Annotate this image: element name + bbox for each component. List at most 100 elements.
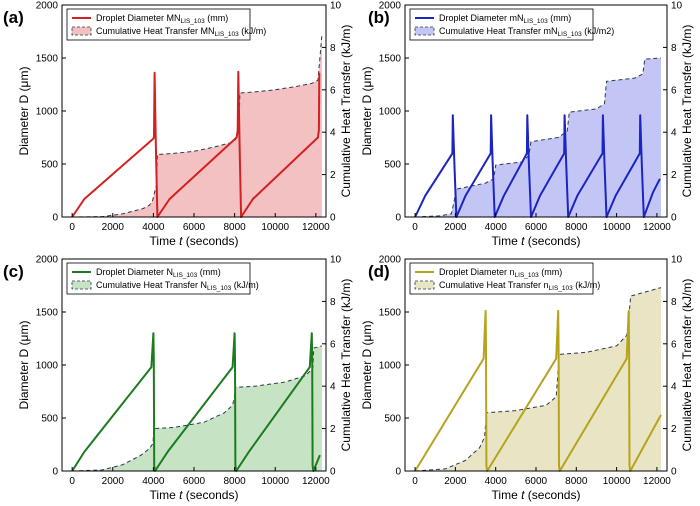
y-right-tick-label: 2: [330, 424, 336, 435]
x-tick-label: 12000: [302, 476, 330, 487]
legend-heat-suffix: (kJ/m): [239, 26, 267, 36]
y-left-tick-label: 2000: [36, 255, 59, 266]
y-right-axis-label: Cumulative Heat Transfer (kJ/m): [680, 279, 694, 452]
x-tick-label: 2000: [444, 476, 467, 487]
chart-panel-2: 0 2000 4000 6000 8000 10000 120000500100015002…: [360, 1, 694, 249]
chart-panel-3: 0 2000 4000 6000 8000 10000 120000500100015002…: [3, 255, 353, 503]
y-right-tick-label: 0: [330, 213, 336, 224]
x-axis-label-var: t: [179, 234, 183, 248]
y-right-tick-label: 6: [330, 85, 336, 96]
x-tick-label: 4000: [142, 222, 165, 233]
x-tick-label: 0: [412, 476, 418, 487]
y-left-tick-label: 1000: [379, 107, 402, 118]
x-tick-label: 2000: [102, 222, 125, 233]
x-tick-label: 10000: [261, 476, 289, 487]
y-right-tick-label: 4: [330, 382, 336, 393]
legend-box: [66, 8, 251, 41]
y-left-tick-label: 1500: [36, 308, 59, 319]
legend-diameter-suffix: (mm): [548, 13, 572, 23]
y-right-tick-label: 2: [671, 170, 677, 181]
legend-diameter-suffix: (mm): [205, 13, 229, 23]
y-left-axis-label: Diameter D (μm): [17, 321, 31, 410]
y-left-axis-label: Diameter D (μm): [360, 321, 374, 410]
x-axis-label-unit: (seconds): [182, 488, 238, 502]
legend-heat-prefix: Cumulative Heat Transfer N: [96, 280, 207, 290]
x-tick-label: 0: [412, 222, 418, 233]
legend-heat-sub: LIS_103: [558, 31, 583, 38]
x-axis-label-unit: (seconds): [524, 234, 580, 248]
panel-label: (d): [368, 262, 390, 281]
legend-diameter-sub: LIS_103: [173, 272, 198, 279]
y-left-tick-label: 2000: [36, 1, 59, 12]
x-axis-label-main: Time: [492, 234, 522, 248]
x-tick-label: 8000: [223, 476, 246, 487]
y-right-axis-label: Cumulative Heat Transfer (kJ/m): [680, 25, 694, 198]
legend-heat-label: Cumulative Heat Transfer nLIS_103 (kJ/m): [439, 280, 600, 292]
legend-diameter-suffix: (mm): [539, 267, 563, 277]
heat-transfer-area: [415, 58, 661, 217]
legend-heat-prefix: Cumulative Heat Transfer mN: [439, 26, 558, 36]
legend-heat-sub: LIS_103: [215, 31, 240, 38]
heat-transfer-area: [415, 287, 661, 471]
y-left-tick-label: 0: [52, 467, 58, 478]
x-tick-label: 12000: [643, 222, 671, 233]
x-tick-label: 12000: [643, 476, 671, 487]
legend-diameter-prefix: Droplet Diameter mN: [439, 13, 524, 23]
legend-box: [409, 8, 594, 41]
legend-heat-label: Cumulative Heat Transfer MNLIS_103 (kJ/m…: [96, 26, 266, 38]
x-tick-label: 4000: [485, 222, 508, 233]
legend-heat-label: Cumulative Heat Transfer NLIS_103 (kJ/m): [96, 280, 259, 292]
y-right-axis-label: Cumulative Heat Transfer (kJ/m): [339, 25, 353, 198]
legend-heat-suffix: (kJ/m): [573, 280, 601, 290]
y-left-tick-label: 1500: [379, 54, 402, 65]
y-left-tick-label: 500: [41, 160, 58, 171]
y-right-tick-label: 8: [330, 297, 336, 308]
legend-heat-sub: LIS_103: [549, 285, 574, 292]
heat-transfer-line: [415, 57, 662, 218]
panel-label: (c): [3, 262, 24, 281]
x-axis-label-unit: (seconds): [182, 234, 238, 248]
y-right-tick-label: 2: [671, 424, 677, 435]
diameter-line: [71, 70, 321, 218]
legend-diameter-sub: LIS_103: [181, 18, 206, 25]
y-left-tick-label: 500: [384, 160, 401, 171]
legend-heat-label: Cumulative Heat Transfer mNLIS_103 (kJ/m…: [439, 26, 614, 38]
y-left-axis-label: Diameter D (μm): [360, 67, 374, 156]
x-tick-label: 12000: [302, 222, 330, 233]
x-axis-label-var: t: [521, 234, 525, 248]
y-left-tick-label: 1000: [36, 107, 59, 118]
legend-diameter-label: Droplet Diameter mNLIS_103 (mm): [439, 13, 571, 25]
x-axis-label-main: Time: [150, 234, 180, 248]
legend-diameter-prefix: Droplet Diameter N: [96, 267, 173, 277]
panel-label: (b): [368, 8, 390, 27]
x-tick-label: 6000: [525, 222, 548, 233]
legend-diameter-suffix: (mm): [197, 267, 221, 277]
legend-diameter-sub: LIS_103: [515, 272, 540, 279]
legend-diameter-prefix: Droplet Diameter MN: [96, 13, 181, 23]
x-axis-label-main: Time: [492, 488, 522, 502]
legend-heat-swatch: [414, 280, 435, 290]
x-tick-label: 10000: [603, 476, 631, 487]
legend-box: [66, 262, 251, 295]
chart-panel-1: 0 2000 4000 6000 8000 10000 120000500100015002…: [3, 1, 353, 249]
y-right-tick-label: 0: [671, 213, 677, 224]
y-left-tick-label: 0: [52, 213, 58, 224]
legend-heat-prefix: Cumulative Heat Transfer n: [439, 280, 549, 290]
legend-diameter-label: Droplet Diameter nLIS_103 (mm): [439, 267, 562, 279]
x-tick-label: 4000: [142, 476, 165, 487]
x-tick-label: 6000: [525, 476, 548, 487]
x-axis-label: Time t (seconds): [150, 488, 239, 502]
diameter-line: [414, 309, 662, 472]
y-right-tick-label: 10: [330, 255, 342, 266]
y-left-tick-label: 2000: [379, 255, 402, 266]
legend-diameter-prefix: Droplet Diameter n: [439, 267, 515, 277]
y-right-tick-label: 4: [671, 382, 677, 393]
x-axis-label-main: Time: [150, 488, 180, 502]
y-right-tick-label: 4: [330, 128, 336, 139]
legend-heat-sub: LIS_103: [207, 285, 232, 292]
y-left-tick-label: 500: [41, 414, 58, 425]
y-left-tick-label: 1000: [379, 361, 402, 372]
legend: Droplet Diameter nLIS_103 (mm)Cumulative…: [409, 262, 600, 295]
x-tick-label: 4000: [485, 476, 508, 487]
x-tick-label: 6000: [183, 476, 206, 487]
